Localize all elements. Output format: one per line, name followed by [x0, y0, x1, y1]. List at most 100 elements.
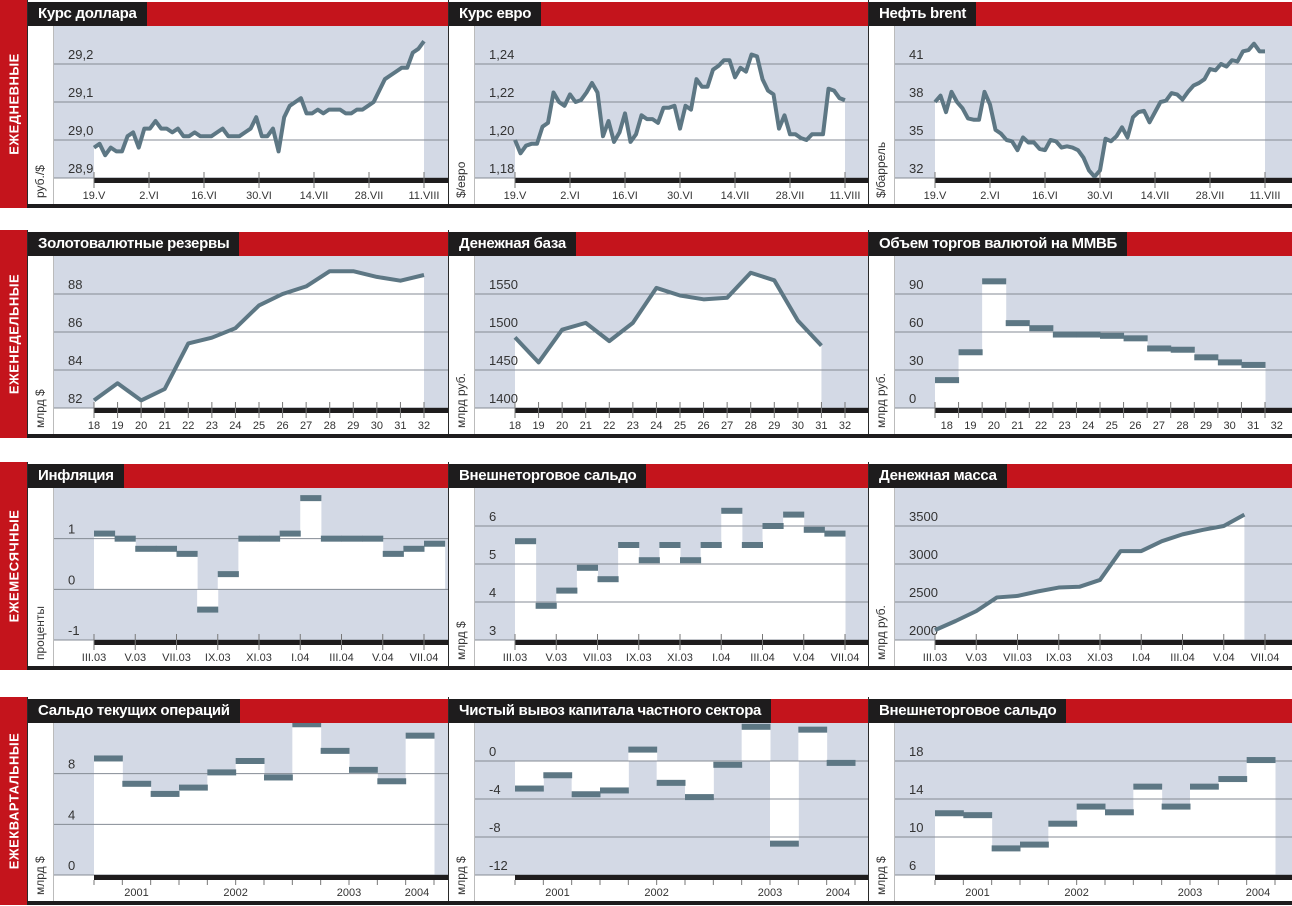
x-axis-bar [515, 640, 868, 645]
indicator-row: ЕЖЕДНЕВНЫЕ Курс доллара руб./$ 28,9 29,0 29,1… [0, 0, 1292, 208]
x-tick-label: IX.03 [205, 652, 231, 664]
step-fill [424, 543, 446, 590]
x-tick-label: 2.VI [980, 190, 1000, 202]
step-fill [1218, 779, 1248, 875]
x-tick-label: 19.V [504, 190, 527, 202]
x-tick-label: 32 [418, 420, 430, 432]
x-label-strip [475, 879, 868, 901]
x-tick-label: III.04 [1170, 652, 1194, 664]
y-tick-label: 86 [68, 315, 82, 330]
step-fill [638, 560, 660, 640]
step-fill [1194, 357, 1219, 408]
x-tick-label: 19 [111, 420, 123, 432]
x-tick-label: VII.04 [410, 652, 439, 664]
x-tick-label: 22 [182, 420, 194, 432]
x-tick-label: 11.VIII [1250, 190, 1281, 202]
x-tick-label: 26 [276, 420, 288, 432]
step-fill [798, 729, 828, 761]
y-tick-label: 4 [68, 807, 75, 822]
step-fill [824, 533, 846, 640]
chart-panel: Инфляция проценты -1 0 1 III.03 V.03 VII.03 IX.0… [27, 462, 448, 666]
x-tick-label: 2003 [1178, 887, 1202, 899]
step-bar [264, 774, 293, 781]
x-tick-label: 28.VII [1196, 190, 1225, 202]
step-bar [1147, 345, 1172, 352]
step-bar [963, 812, 993, 819]
x-tick-label: 2.VI [139, 190, 159, 202]
y-axis-label-box: млрд $ [449, 723, 475, 901]
chart-title-bar: Объем торгов валютой на ММВБ [869, 232, 1292, 256]
step-bar [1029, 325, 1054, 332]
step-fill [1048, 823, 1078, 875]
step-bar [349, 766, 378, 773]
y-tick-label: 29,2 [68, 47, 93, 62]
chart-panel: Внешнеторговое сальдо млрд $ 3 4 5 6 III.03 V.0… [448, 462, 868, 666]
y-tick-label: 0 [68, 858, 75, 873]
step-bar [259, 535, 281, 542]
x-tick-label: 30 [1224, 420, 1236, 432]
x-tick-label: 32 [839, 420, 851, 432]
step-bar [94, 755, 123, 762]
x-tick-label: XI.03 [667, 652, 693, 664]
step-fill [741, 726, 771, 761]
y-axis-label-box: проценты [28, 488, 54, 666]
x-tick-label: 14.VII [1141, 190, 1170, 202]
y-tick-label: 4 [489, 585, 496, 600]
step-bar [982, 278, 1007, 285]
x-tick-label: 30.VI [1087, 190, 1113, 202]
x-tick-label: 27 [1153, 420, 1165, 432]
y-tick-label: -1 [68, 623, 80, 638]
step-bar [279, 530, 301, 537]
y-tick-label: 18 [909, 744, 923, 759]
chart-title: Курс доллара [28, 2, 147, 26]
step-bar [958, 349, 983, 356]
chart-panel: Объем торгов валютой на ММВБ млрд руб. 0 30… [868, 230, 1292, 434]
x-tick-label: V.03 [124, 652, 146, 664]
step-fill [122, 783, 152, 875]
step-fill [1105, 812, 1134, 875]
step-bar [135, 545, 157, 552]
step-fill [535, 605, 557, 640]
frequency-band: ЕЖЕКВАРТАЛЬНЫЕ [0, 697, 27, 905]
chart-title: Объем торгов валютой на ММВБ [869, 232, 1127, 256]
step-fill [349, 769, 378, 875]
x-tick-label: 26 [1129, 420, 1141, 432]
x-tick-label: 28.VII [776, 190, 805, 202]
x-tick-label: III.03 [923, 652, 947, 664]
step-fill [94, 533, 116, 590]
step-fill [515, 761, 544, 789]
step-bar [217, 571, 239, 578]
x-tick-label: 19.V [83, 190, 106, 202]
y-tick-label: -4 [489, 782, 501, 797]
x-axis-bar [94, 178, 448, 183]
y-axis-label-box: млрд руб. [449, 256, 475, 434]
x-label-strip [54, 412, 448, 434]
step-bar [741, 723, 771, 730]
step-fill [405, 735, 435, 875]
step-fill [935, 813, 964, 875]
step-bar [576, 564, 598, 571]
x-label-strip [475, 644, 868, 666]
indicator-row: ЕЖЕКВАРТАЛЬНЫЕ Сальдо текущих операций млр… [0, 697, 1292, 905]
chart-title: Нефть brent [869, 2, 977, 26]
x-tick-label: VII.03 [162, 652, 191, 664]
step-bar [656, 779, 686, 786]
step-fill [680, 560, 702, 640]
step-fill [1123, 338, 1148, 408]
step-fill [235, 761, 265, 875]
step-bar [935, 377, 960, 384]
step-fill [259, 538, 281, 590]
chart-title: Внешнеторговое сальдо [449, 464, 647, 488]
step-fill [700, 545, 722, 640]
x-tick-label: 14.VII [721, 190, 750, 202]
x-tick-label: 25 [253, 420, 265, 432]
y-tick-label: 41 [909, 47, 923, 62]
x-tick-label: 28.VII [355, 190, 384, 202]
step-fill [197, 589, 219, 610]
step-fill [382, 553, 404, 590]
y-tick-label: 84 [68, 353, 82, 368]
step-bar [362, 535, 384, 542]
step-fill [991, 848, 1021, 875]
y-tick-label: 1,18 [489, 161, 514, 176]
x-tick-label: 2002 [1064, 887, 1088, 899]
